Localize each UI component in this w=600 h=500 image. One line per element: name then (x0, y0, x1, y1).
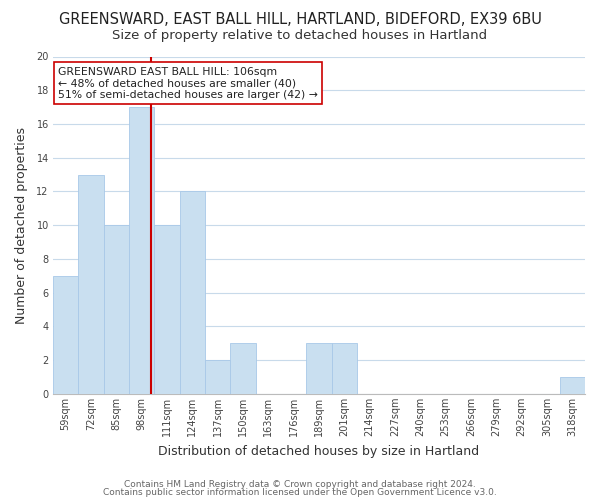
Text: Contains public sector information licensed under the Open Government Licence v3: Contains public sector information licen… (103, 488, 497, 497)
Bar (53, 276, 78, 394)
Bar (332, 344, 357, 394)
Bar (560, 377, 585, 394)
Text: GREENSWARD EAST BALL HILL: 106sqm
← 48% of detached houses are smaller (40)
51% : GREENSWARD EAST BALL HILL: 106sqm ← 48% … (58, 66, 318, 100)
Bar (306, 344, 332, 394)
Bar (78, 174, 104, 394)
Text: Contains HM Land Registry data © Crown copyright and database right 2024.: Contains HM Land Registry data © Crown c… (124, 480, 476, 489)
Bar (154, 225, 179, 394)
Text: Size of property relative to detached houses in Hartland: Size of property relative to detached ho… (112, 29, 488, 42)
Text: GREENSWARD, EAST BALL HILL, HARTLAND, BIDEFORD, EX39 6BU: GREENSWARD, EAST BALL HILL, HARTLAND, BI… (59, 12, 541, 28)
Bar (179, 192, 205, 394)
Bar (104, 225, 129, 394)
X-axis label: Distribution of detached houses by size in Hartland: Distribution of detached houses by size … (158, 444, 479, 458)
Bar (129, 107, 154, 394)
Bar (205, 360, 230, 394)
Bar (230, 344, 256, 394)
Y-axis label: Number of detached properties: Number of detached properties (15, 126, 28, 324)
